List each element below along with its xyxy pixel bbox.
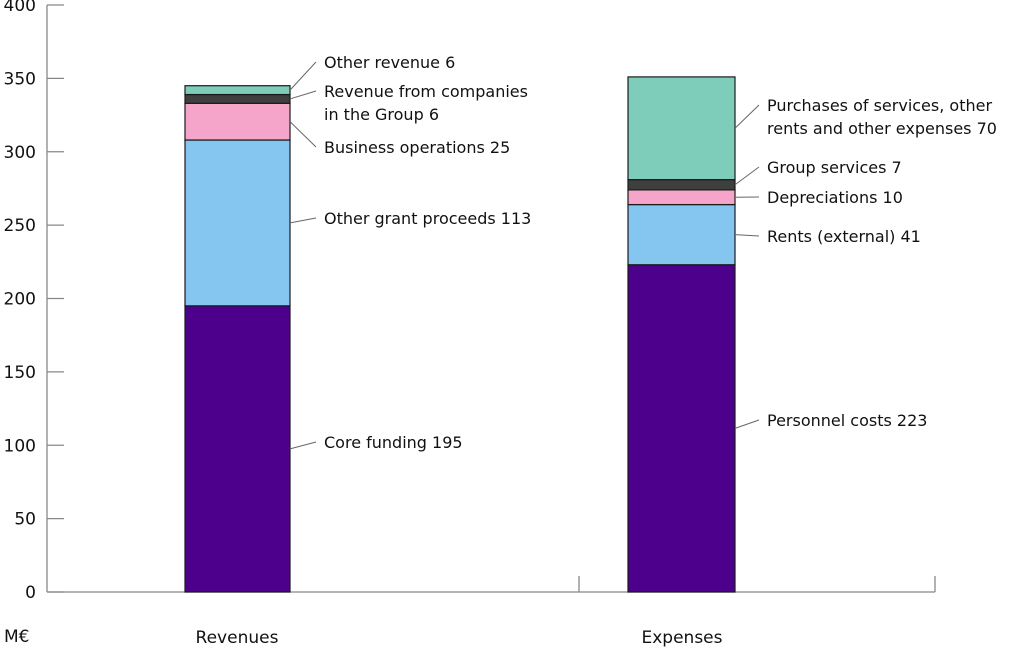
leader-line (734, 166, 760, 186)
bar-segment (184, 85, 291, 96)
segment-label: Business operations 25 (324, 138, 510, 157)
bar-segment (627, 76, 736, 181)
segment-labels: Core funding 195 Other grant proceeds 113… (289, 53, 997, 452)
category-label-expenses: Expenses (642, 628, 723, 648)
bar-segment (627, 264, 736, 593)
segment-label: rents and other expenses 70 (767, 119, 997, 138)
segment-label: Core funding 195 (324, 433, 463, 452)
leader-line (734, 104, 760, 129)
segment-label: Revenue from companies (324, 82, 528, 101)
y-tick-label: 250 (4, 216, 36, 236)
bar-segment (627, 189, 736, 206)
category-label-revenues: Revenues (196, 628, 279, 648)
bars (184, 76, 736, 593)
leader-line (289, 121, 317, 148)
leader-line (734, 419, 760, 429)
segment-label: in the Group 6 (324, 105, 439, 124)
y-axis-unit-label: M€ (4, 627, 29, 647)
bar-segment (184, 305, 291, 593)
bar-segment (184, 139, 291, 307)
segment-label: Other grant proceeds 113 (324, 209, 531, 228)
bar-segment (627, 203, 736, 266)
y-tick-label: 50 (14, 510, 36, 530)
y-tick-label: 300 (4, 143, 36, 163)
y-tick-label: 100 (4, 436, 36, 456)
leader-line (734, 234, 760, 237)
segment-label: Group services 7 (767, 158, 902, 177)
leader-line (289, 441, 317, 450)
leader-line (289, 90, 317, 100)
segment-label: Rents (external) 41 (767, 227, 921, 246)
leader-line (289, 217, 317, 224)
y-tick-label: 200 (4, 290, 36, 310)
leader-line (289, 61, 317, 91)
segment-label: Other revenue 6 (324, 53, 455, 72)
y-tick-label: 0 (25, 583, 36, 603)
bar-segment (184, 102, 291, 141)
segment-label: Depreciations 10 (767, 188, 903, 207)
segment-label: Personnel costs 223 (767, 411, 927, 430)
bar-segment (627, 179, 736, 191)
y-tick-label: 150 (4, 363, 36, 383)
y-tick-label: 350 (4, 69, 36, 89)
segment-label: Purchases of services, other (767, 96, 992, 115)
bar-segment (184, 93, 291, 104)
y-tick-label: 400 (4, 0, 36, 16)
